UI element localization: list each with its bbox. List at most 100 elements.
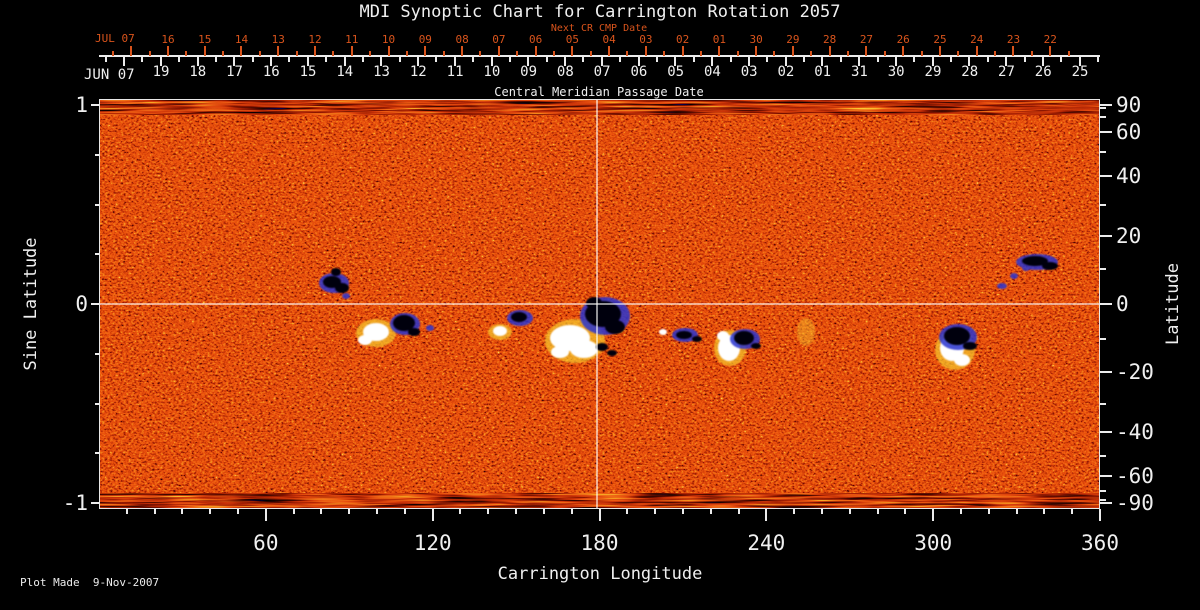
date-axis-line: [99, 55, 1100, 57]
longitude-tick: [1071, 509, 1074, 514]
cmp-tick: [251, 57, 254, 62]
latitude-tick-label: 40: [1116, 164, 1142, 189]
sine-latitude-tick-label: -1: [62, 491, 88, 515]
cmp-day-label: 31: [851, 64, 868, 80]
next-cr-tick: [350, 46, 353, 56]
longitude-tick-label: 300: [914, 531, 953, 555]
longitude-tick: [904, 509, 907, 514]
cmp-tick: [435, 57, 438, 62]
longitude-tick: [209, 509, 212, 514]
cmp-tick: [784, 57, 787, 66]
next-cr-tick: [957, 51, 960, 56]
cmp-tick: [950, 57, 953, 62]
next-cr-day-label: 26: [896, 33, 910, 46]
longitude-tick: [1043, 509, 1046, 514]
cmp-tick: [214, 57, 217, 62]
cmp-day-label: 03: [740, 64, 758, 80]
next-cr-tick: [994, 51, 997, 56]
cmp-day-label: 10: [483, 64, 501, 80]
cmp-tick: [141, 57, 144, 62]
latitude-tick: [1100, 303, 1112, 305]
cmp-tick: [1060, 57, 1063, 62]
latitude-tick: [1100, 455, 1106, 458]
next-cr-tick: [369, 51, 372, 56]
next-cr-tick: [975, 46, 978, 56]
next-cr-tick: [883, 51, 886, 56]
next-cr-day-label: 02: [676, 33, 690, 46]
next-cr-tick: [258, 51, 261, 56]
longitude-tick: [987, 509, 990, 514]
next-cr-tick: [1030, 51, 1033, 56]
next-cr-day-label: 10: [381, 33, 396, 46]
latitude-tick: [1100, 489, 1106, 492]
latitude-tick: [1100, 130, 1112, 133]
next-cr-tick: [516, 51, 519, 56]
next-cr-tick: [718, 46, 721, 56]
cmp-day-label: 08: [556, 64, 574, 80]
latitude-tick: [1100, 150, 1106, 153]
active-regions-negative: [323, 256, 1058, 356]
sine-latitude-tick: [95, 203, 99, 206]
jul-month-label: JUL 07: [95, 32, 135, 45]
latitude-tick-label: 60: [1116, 119, 1142, 144]
latitude-tick-label: 0: [1116, 292, 1129, 316]
jun-month-label: JUN 07: [84, 67, 135, 83]
latitude-tick-label: -40: [1116, 419, 1154, 444]
sine-latitude-tick: [95, 253, 99, 256]
latitude-tick-label: -90: [1116, 491, 1154, 515]
longitude-tick: [431, 509, 434, 521]
longitude-tick: [654, 509, 657, 514]
next-cr-day-label: 14: [234, 33, 249, 46]
next-cr-tick: [222, 51, 225, 56]
next-cr-day-label: 12: [308, 33, 322, 46]
cmp-day-label: 04: [703, 64, 721, 80]
cmp-tick: [858, 57, 861, 66]
sine-latitude-tick: [91, 104, 99, 106]
next-cr-day-label: 23: [1006, 33, 1021, 46]
next-cr-day-label: 05: [565, 33, 579, 46]
cmp-tick: [582, 57, 585, 62]
next-cr-day-label: 24: [970, 33, 984, 46]
cmp-date-axis-title: Central Meridian Passage Date: [494, 85, 704, 99]
cmp-tick: [674, 57, 677, 66]
latitude-tick: [1100, 337, 1106, 340]
sine-latitude-tick: [95, 402, 99, 405]
cmp-tick: [839, 57, 842, 62]
cmp-tick: [270, 57, 273, 66]
next-cr-day-label: 27: [859, 33, 874, 46]
cmp-tick: [821, 57, 824, 66]
longitude-tick: [820, 509, 823, 514]
longitude-tick-label: 180: [580, 531, 619, 555]
cmp-tick: [931, 57, 934, 66]
cmp-tick: [325, 57, 328, 62]
next-cr-day-label: 15: [198, 33, 212, 46]
next-cr-day-label: 04: [602, 33, 616, 46]
latitude-tick-label: -20: [1116, 360, 1154, 385]
sine-latitude-tick-label: 1: [75, 93, 88, 117]
longitude-tick: [320, 509, 323, 514]
cmp-tick: [527, 57, 530, 66]
longitude-tick: [459, 509, 462, 514]
longitude-tick: [181, 509, 184, 514]
longitude-tick: [153, 509, 156, 514]
next-cr-day-label: 30: [749, 33, 763, 46]
south-polar-noise-band: [100, 493, 1099, 508]
latitude-tick: [1100, 116, 1106, 118]
cmp-tick: [545, 57, 548, 62]
longitude-tick: [125, 509, 128, 514]
longitude-tick: [542, 509, 545, 514]
cmp-tick: [380, 57, 383, 66]
cmp-day-label: 06: [630, 64, 648, 80]
longitude-tick: [264, 509, 267, 521]
next-cr-tick: [552, 51, 555, 56]
longitude-tick: [737, 509, 740, 514]
next-cr-cmp-date-axis-title: Next CR CMP Date: [550, 23, 648, 34]
next-cr-tick: [1012, 46, 1015, 56]
next-cr-tick: [461, 46, 464, 56]
latitude-tick: [1100, 402, 1106, 405]
next-cr-tick: [626, 51, 629, 56]
next-cr-tick: [424, 46, 427, 56]
next-cr-tick: [479, 51, 482, 56]
next-cr-day-label: 09: [418, 33, 432, 46]
